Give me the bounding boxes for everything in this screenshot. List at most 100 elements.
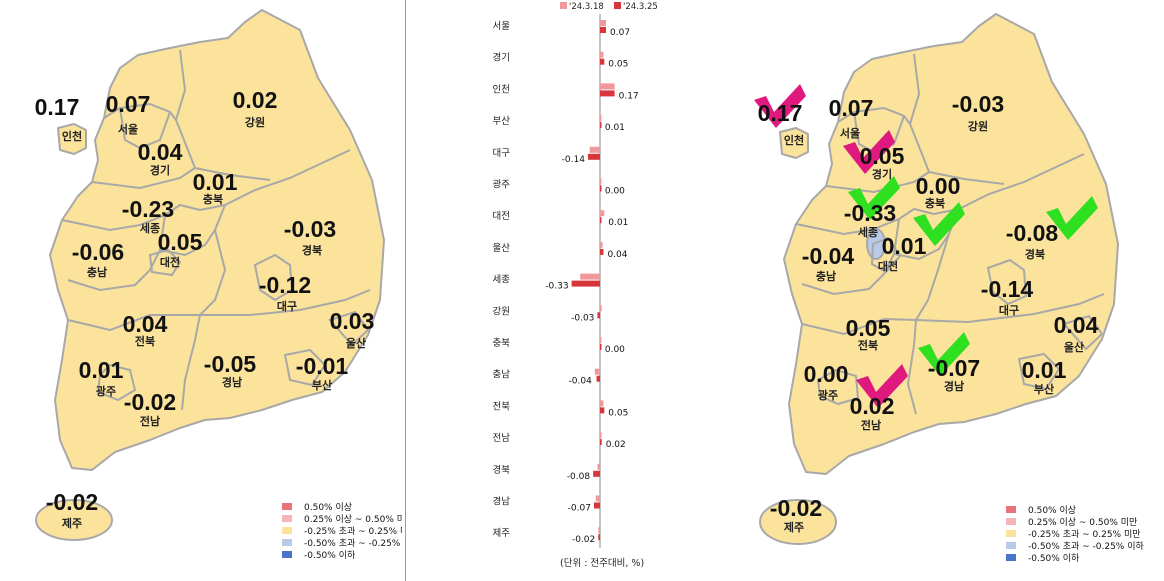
legend-swatch [282, 526, 292, 534]
right-check-gyeonggi [843, 130, 895, 174]
right-region-name-chungnam: 충남 [816, 269, 836, 283]
bar-value-label: 0.01 [608, 218, 628, 228]
right-region-name-incheon: 인천 [784, 133, 804, 147]
right-region-name-jeonbuk: 전북 [858, 338, 878, 352]
right-region-value-chungbuk: 0.00 [916, 173, 961, 199]
legend-label: -0.50% 이하 [1028, 553, 1080, 564]
bar-category-label: 울산 [493, 243, 511, 254]
bar-prev [580, 273, 600, 280]
left-region-value-busan: -0.01 [296, 353, 349, 379]
right-region-name-chungbuk: 충북 [925, 196, 945, 210]
legend-label: 0.50% 이상 [1028, 505, 1077, 516]
bar-value-label: -0.04 [569, 377, 593, 387]
legend-label: 0.25% 이상 ~ 0.50% 미만 [304, 514, 402, 525]
left-region-value-daejeon: 0.05 [158, 229, 203, 255]
right-region-value-gyeonggi: 0.05 [860, 143, 905, 169]
legend-label-curr: '24.3.25 [623, 2, 658, 12]
right-region-name-sejong: 세종 [858, 225, 878, 239]
bar-category-label: 인천 [493, 84, 510, 95]
bar-prev [589, 146, 600, 153]
legend-label: 0.50% 이상 [304, 502, 353, 513]
left-legend-item: 0.50% 이상 [282, 500, 402, 512]
legend-swatch [1006, 517, 1016, 525]
bar-category-label: 충북 [493, 338, 511, 349]
left-region-value-seoul: 0.07 [106, 91, 151, 117]
right-region-value-sejong: -0.33 [844, 200, 896, 226]
right-region-name-gyeongbuk: 경북 [1025, 247, 1045, 261]
right-check-sejong [848, 176, 900, 220]
left-region-value-gyeongnam: -0.05 [204, 351, 257, 377]
left-legend-item: -0.50% 초과 ~ -0.25% 이하 [282, 536, 402, 548]
right-region-name-gwangju: 광주 [818, 389, 838, 402]
bar-prev [597, 463, 600, 470]
bar-value-label: 0.05 [608, 408, 628, 418]
left-map-panel: 0.17 인천 0.07 서울 0.02 강원 0.04 경기 0.01 충북 -0.23 세종 0.0… [0, 0, 405, 581]
left-region-name-gyeongbuk: 경북 [302, 243, 322, 257]
right-region-name-gyeonggi: 경기 [872, 167, 892, 181]
right-region-value-gwangju: 0.00 [804, 361, 849, 387]
left-legend-item: 0.25% 이상 ~ 0.50% 미만 [282, 512, 402, 524]
bar-curr [597, 312, 600, 319]
bar-curr [600, 439, 602, 446]
right-legend-item: -0.25% 초과 ~ 0.25% 미만 [1006, 527, 1162, 539]
right-legend-item: 0.50% 이상 [1006, 503, 1162, 515]
legend-label: 0.25% 이상 ~ 0.50% 미만 [1028, 517, 1138, 528]
left-region-value-ulsan: 0.03 [330, 308, 375, 334]
bar-category-label: 경북 [493, 464, 511, 476]
left-region-name-jeonbuk: 전북 [135, 334, 155, 348]
right-region-value-gyeongbuk: -0.08 [1006, 220, 1059, 246]
bar-prev [600, 305, 602, 312]
left-legend-item: -0.50% 이하 [282, 548, 402, 560]
right-region-value-gangwon: -0.03 [952, 91, 1004, 117]
unit-note: (단위 : 전주대비, %) [560, 557, 644, 569]
right-region-value-incheon: 0.17 [758, 100, 803, 126]
bar-value-label: -0.07 [568, 504, 591, 514]
left-region-value-gwangju: 0.01 [79, 357, 124, 383]
right-map-panel: 0.17 인천 0.07 서울 -0.03 강원 0.05 경기 0.00 충북 -0.33 세종 0.… [738, 0, 1164, 581]
right-check-jeonnam [856, 364, 908, 408]
bar-prev [600, 337, 602, 343]
bar-category-label: 광주 [493, 179, 511, 191]
bar-curr [593, 502, 600, 509]
right-mainland-shape [783, 13, 1119, 475]
bar-category-label: 부산 [493, 116, 511, 127]
bar-value-label: -0.02 [572, 535, 595, 545]
right-check-daejeon [913, 202, 965, 246]
left-region-name-gyeonggi: 경기 [150, 163, 170, 177]
right-region-name-busan: 부산 [1034, 382, 1054, 396]
bar-curr [600, 407, 605, 414]
bar-category-label: 경남 [493, 496, 511, 508]
legend-swatch [1006, 505, 1016, 513]
right-region-name-daejeon: 대전 [878, 259, 898, 273]
bar-value-label: -0.33 [545, 282, 568, 292]
bar-value-label: 0.00 [605, 187, 625, 197]
legend-label-prev: '24.3.18 [569, 2, 604, 12]
bar-curr [587, 153, 600, 160]
left-region-value-chungbuk: 0.01 [193, 169, 238, 195]
left-legend: 0.50% 이상 0.25% 이상 ~ 0.50% 미만 -0.25% 초과 ~… [282, 500, 402, 560]
left-region-name-ulsan: 울산 [346, 336, 366, 350]
left-region-name-gyeongnam: 경남 [222, 375, 242, 389]
bar-curr [600, 217, 602, 224]
right-legend-item: -0.50% 초과 ~ -0.25% 이하 [1006, 539, 1162, 551]
right-check-gyeongbuk [1046, 196, 1098, 240]
left-region-name-jeju: 제주 [62, 516, 82, 530]
bar-category-label: 전남 [493, 433, 511, 444]
bar-value-label: 0.02 [606, 440, 626, 450]
bar-curr [600, 185, 602, 192]
bar-prev [600, 432, 602, 439]
right-region-name-gyeongnam: 경남 [944, 379, 964, 393]
bar-category-label: 경기 [493, 52, 510, 64]
right-check-incheon [754, 84, 806, 128]
left-region-value-gyeongbuk: -0.03 [284, 216, 336, 242]
left-incheon-shape [57, 123, 87, 155]
bar-prev [600, 115, 602, 122]
bar-prev [595, 495, 600, 502]
right-jeju-shape [759, 499, 837, 545]
right-region-value-chungnam: -0.04 [802, 243, 855, 269]
left-province-borders [61, 49, 371, 411]
bar-curr [600, 27, 607, 33]
legend-swatch [282, 538, 292, 546]
right-region-value-jeonbuk: 0.05 [846, 315, 891, 341]
